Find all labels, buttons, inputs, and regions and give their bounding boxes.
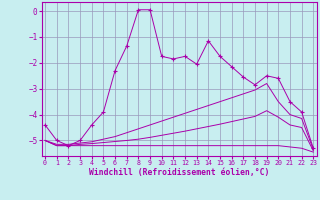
X-axis label: Windchill (Refroidissement éolien,°C): Windchill (Refroidissement éolien,°C) [89, 168, 269, 177]
